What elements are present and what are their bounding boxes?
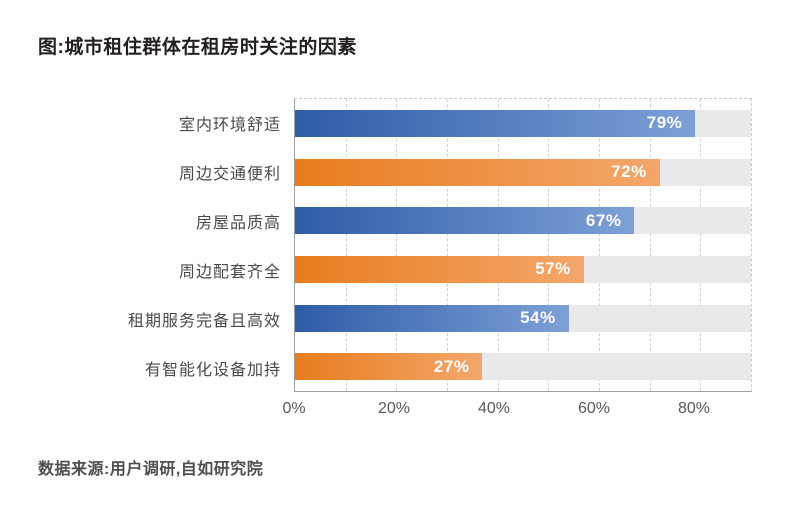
bar-row: 72% <box>295 148 751 197</box>
bar-value-label: 54% <box>520 308 556 328</box>
x-axis: 0% 20% 40% 60% 80% <box>282 398 744 422</box>
bar-blue: 54% <box>295 304 569 332</box>
bar-row: 57% <box>295 245 751 294</box>
bar-orange: 72% <box>295 158 660 186</box>
gridline <box>548 99 550 391</box>
bar-value-label: 67% <box>585 210 622 230</box>
bar-chart: 室内环境舒适 周边交通便利房屋品质高周边配套齐全租期服务完备且高效有智能化设备加持… <box>38 98 752 392</box>
bar-orange: 57% <box>295 255 584 283</box>
category-axis: 室内环境舒适 周边交通便利房屋品质高周边配套齐全租期服务完备且高效有智能化设备加持 <box>38 98 294 392</box>
category-label: 周边配套齐全 <box>178 263 281 281</box>
bar-track: 54% <box>295 304 751 332</box>
bar-row: 79% <box>295 99 751 148</box>
bar-track: 79% <box>295 109 751 137</box>
gridline <box>396 99 398 391</box>
gridline <box>700 99 702 391</box>
plot-area: 79% 72% 67% 57% 54% 27% <box>294 98 752 392</box>
bar-row: 54% <box>295 294 751 343</box>
bar-value-label: 57% <box>535 259 571 279</box>
x-tick-label: 0% <box>282 400 306 417</box>
chart-title: 图:城市租住群体在租房时关注的因素 <box>38 37 357 58</box>
gridline <box>598 99 600 391</box>
category-label: 室内环境舒适 <box>178 116 281 134</box>
gridline <box>446 99 448 391</box>
category-label: 房屋品质高 <box>195 214 281 232</box>
bar-value-label: 72% <box>611 162 647 181</box>
category-label: 有智能化设备加持 <box>144 361 281 379</box>
bar-orange: 27% <box>295 353 483 381</box>
gridline <box>345 99 347 391</box>
bar-blue: 67% <box>295 207 635 235</box>
bar-track: 57% <box>295 255 751 283</box>
category-label: 租期服务完备且高效 <box>127 312 281 330</box>
x-tick-label: 60% <box>577 400 610 417</box>
bar-value-label: 79% <box>646 113 683 133</box>
bar-rows: 79% 72% 67% 57% 54% 27% <box>295 99 751 391</box>
gridline <box>649 99 651 391</box>
bar-track: 67% <box>295 207 751 235</box>
gridline <box>497 99 499 391</box>
bar-value-label: 27% <box>433 356 470 376</box>
category-label: 周边交通便利 <box>178 165 281 183</box>
x-tick-label: 40% <box>477 400 511 417</box>
data-source-note: 数据来源:用户调研,自如研究院 <box>38 461 264 478</box>
x-tick-label: 20% <box>377 400 411 417</box>
bar-track: 27% <box>295 353 751 381</box>
bar-row: 27% <box>295 342 751 391</box>
bar-track: 72% <box>295 158 751 186</box>
bar-row: 67% <box>295 196 751 245</box>
x-tick-label: 80% <box>677 400 711 417</box>
bar-blue: 79% <box>295 109 696 137</box>
